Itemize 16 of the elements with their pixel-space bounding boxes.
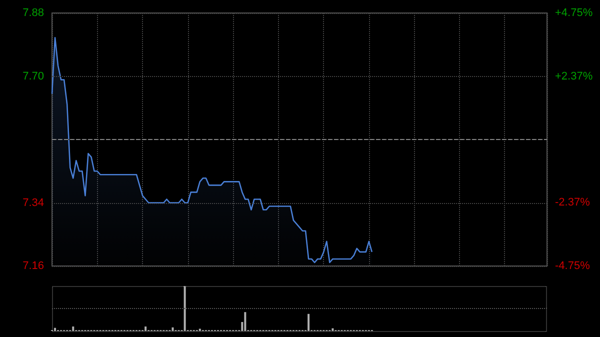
y2-tick-label: -2.37% <box>555 196 590 209</box>
bar <box>72 326 74 331</box>
bar <box>244 312 246 331</box>
bar <box>184 286 186 331</box>
y-tick-label: 7.16 <box>22 260 44 272</box>
y-tick-label: 7.34 <box>22 196 44 209</box>
bar <box>332 328 334 331</box>
bar <box>172 327 174 331</box>
y2-tick-label: +4.75% <box>555 7 593 19</box>
y-tick-label: 7.70 <box>22 70 44 82</box>
y2-tick-label: -4.75% <box>555 260 590 272</box>
bar <box>54 328 56 331</box>
y2-tick-label: +2.37% <box>555 70 593 82</box>
bar <box>308 314 310 331</box>
bar <box>144 326 147 331</box>
y-tick-label: 7.88 <box>22 7 44 19</box>
